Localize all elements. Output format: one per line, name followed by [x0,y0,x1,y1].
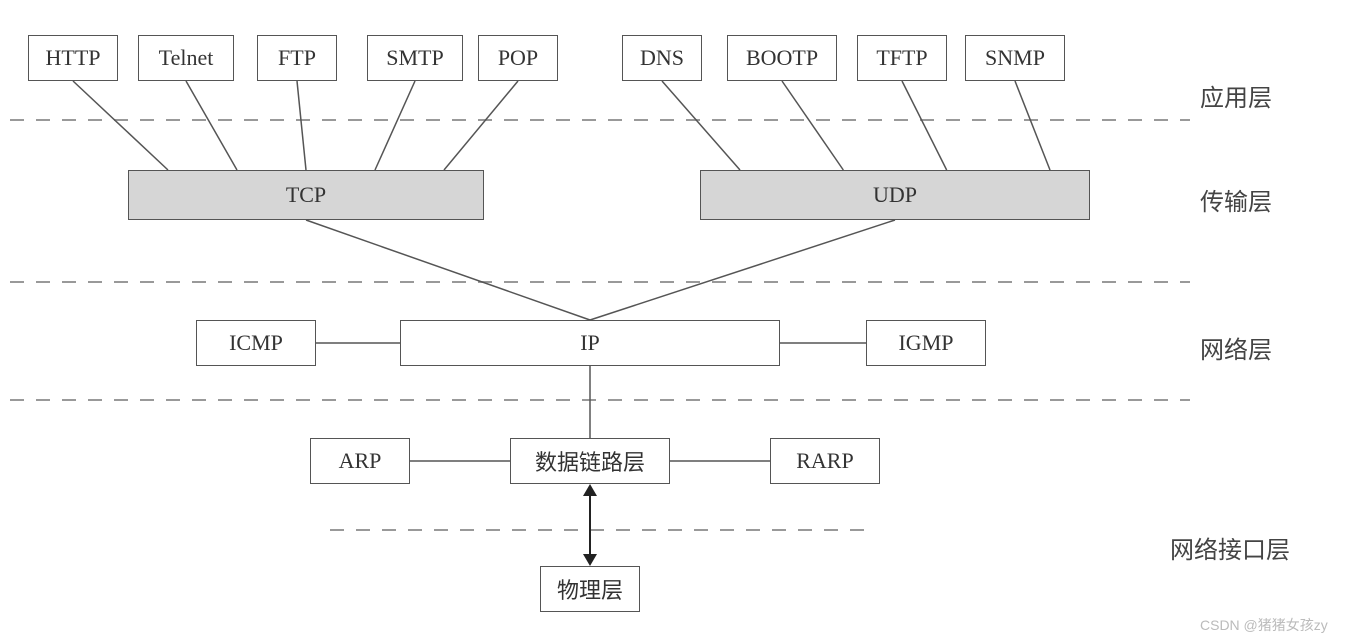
node-http: HTTP [28,35,118,81]
node-tcp: TCP [128,170,484,220]
node-udp: UDP [700,170,1090,220]
node-pop: POP [478,35,558,81]
layer-label-network: 网络层 [1200,330,1272,365]
node-ftp: FTP [257,35,337,81]
node-ip: IP [400,320,780,366]
node-dns: DNS [622,35,702,81]
node-rarp: RARP [770,438,880,484]
layer-label-app: 应用层 [1200,78,1272,113]
node-icmp: ICMP [196,320,316,366]
node-dll: 数据链路层 [510,438,670,484]
node-smtp: SMTP [367,35,463,81]
layer-label-iface: 网络接口层 [1170,530,1290,565]
node-tftp: TFTP [857,35,947,81]
layer-label-transport: 传输层 [1200,182,1272,217]
diagram-canvas: HTTP Telnet FTP SMTP POP DNS BOOTP TFTP SNMP TCP U… [0,0,1365,639]
node-phy: 物理层 [540,566,640,612]
node-snmp: SNMP [965,35,1065,81]
node-arp: ARP [310,438,410,484]
watermark: CSDN @猪猪女孩zy [1200,615,1328,635]
node-bootp: BOOTP [727,35,837,81]
node-telnet: Telnet [138,35,234,81]
node-igmp: IGMP [866,320,986,366]
